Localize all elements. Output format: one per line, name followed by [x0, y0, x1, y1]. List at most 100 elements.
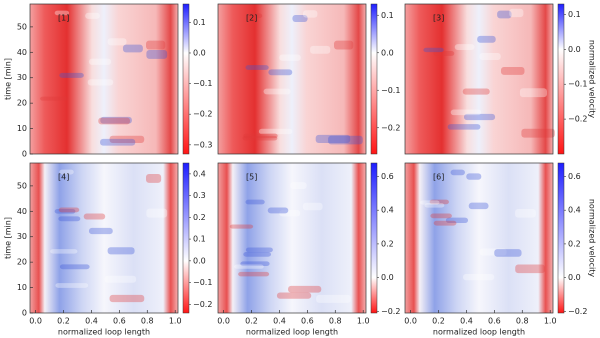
heatmap-image [405, 4, 553, 154]
y-axis-label: time [min] [4, 217, 13, 259]
heatmap-streak [310, 45, 331, 54]
colorbar [557, 3, 565, 155]
heatmap-streak [497, 10, 512, 19]
heatmap-streak [515, 208, 536, 218]
colorbar-tick-label: −0.2 [568, 307, 587, 316]
heatmap-streak [54, 10, 70, 16]
colorbar-tick-label: 0.0 [193, 48, 206, 57]
x-tick-label: 0.6 [488, 317, 501, 326]
heatmap-streak [420, 200, 440, 205]
y-tick-label: 30 [17, 73, 27, 82]
panel-label: [4] [58, 173, 69, 182]
colorbar-tick-label: 0.0 [193, 256, 206, 265]
y-tick-label: 0 [22, 150, 27, 159]
heatmap-streak [468, 202, 489, 210]
heatmap-streak [423, 47, 444, 53]
colorbar-tick-label: −0.2 [193, 300, 212, 309]
x-tick-label: 0.6 [113, 317, 126, 326]
heatmap-streak [334, 40, 354, 50]
heatmap-streak [450, 169, 465, 176]
panel-label: [1] [58, 14, 69, 23]
heatmap-streak [519, 88, 547, 98]
heatmap-streak [122, 44, 143, 53]
heatmap-streak [454, 44, 475, 50]
colorbar-tick-label: −0.3 [193, 140, 212, 149]
y-axis-label: time [min] [4, 58, 13, 100]
heatmap-streak [445, 217, 469, 224]
colorbar-tick-label: 0.0 [568, 273, 581, 282]
heatmap-streak [146, 208, 168, 218]
panel-label: [5] [246, 173, 257, 182]
heatmap-streak [50, 249, 78, 254]
x-axis-label: normalized loop length [58, 328, 150, 337]
heatmap-streak [447, 124, 481, 130]
panel-label: [6] [433, 173, 444, 182]
colorbar-tick-label: 0.2 [568, 239, 581, 248]
y-tick-label: 40 [17, 48, 27, 57]
heatmap-streak [509, 8, 524, 18]
heatmap-streak [328, 135, 363, 145]
y-tick-label: 40 [17, 207, 27, 216]
heatmap-streak [87, 79, 114, 86]
colorbar-tick-label: −0.2 [568, 115, 587, 124]
heatmap-streak [303, 10, 318, 18]
colorbar-tick-label: 0.1 [193, 18, 206, 27]
heatmap-streak [109, 294, 145, 303]
heatmap-streak [500, 66, 525, 75]
heatmap-streak [59, 72, 84, 78]
heatmap-streak [107, 247, 135, 255]
heatmap-streak [268, 69, 293, 76]
colorbar-tick-label: 0.4 [568, 206, 581, 215]
heatmap-streak [433, 220, 457, 226]
colorbar [370, 3, 378, 155]
y-tick-label: 10 [17, 124, 27, 133]
y-tick-label: 10 [17, 283, 27, 292]
heatmap-streak [234, 264, 264, 269]
x-tick-label: 0.0 [29, 317, 42, 326]
colorbar-tick-label: 0.1 [381, 11, 394, 20]
x-tick-label: 0.4 [273, 317, 286, 326]
heatmap-streak [109, 135, 145, 143]
heatmap-image [405, 163, 553, 313]
x-tick-label: 1.0 [169, 317, 182, 326]
heatmap-streak [279, 54, 301, 61]
heatmap-streak [433, 51, 455, 56]
heatmap-streak [429, 199, 449, 205]
colorbar-tick-label: 0.3 [193, 191, 206, 200]
heatmap-streak [243, 133, 278, 139]
heatmap-streak [494, 249, 522, 257]
panel-label: [2] [246, 14, 257, 23]
heatmap-streak [276, 292, 312, 299]
heatmap-streak [88, 227, 113, 235]
heatmap-streak [290, 182, 307, 190]
panel-frame [404, 162, 554, 314]
y-tick-label: 0 [22, 309, 27, 318]
heatmap-streak [100, 138, 136, 146]
heatmap-streak [229, 224, 254, 229]
heatmap-streak [242, 135, 278, 141]
panel-label: [3] [433, 14, 444, 23]
heatmap-streak [59, 264, 90, 270]
y-tick-label: 30 [17, 232, 27, 241]
heatmap-streak [85, 12, 100, 19]
heatmap-streak [315, 134, 351, 143]
x-tick-label: 1.0 [544, 317, 557, 326]
panel-frame [404, 3, 554, 155]
y-tick-label: 50 [17, 22, 27, 31]
heatmap-streak [146, 49, 168, 59]
colorbar [182, 162, 190, 314]
colorbar-tick-label: −0.1 [193, 79, 212, 88]
heatmap-streak [243, 252, 272, 257]
heatmap-streak [263, 88, 291, 95]
heatmap-streak [288, 285, 322, 293]
colorbar-tick-label: 0.1 [193, 235, 206, 244]
colorbar-tick-label: 0.0 [381, 48, 394, 57]
panel-frame [217, 3, 367, 155]
heatmap-image [30, 163, 178, 313]
heatmap-streak [477, 35, 496, 43]
x-tick-label: 0.2 [245, 317, 258, 326]
x-tick-label: 1.0 [357, 317, 370, 326]
heatmap-streak [479, 248, 507, 256]
heatmap-streak [59, 169, 74, 175]
x-tick-label: 0.6 [301, 317, 314, 326]
